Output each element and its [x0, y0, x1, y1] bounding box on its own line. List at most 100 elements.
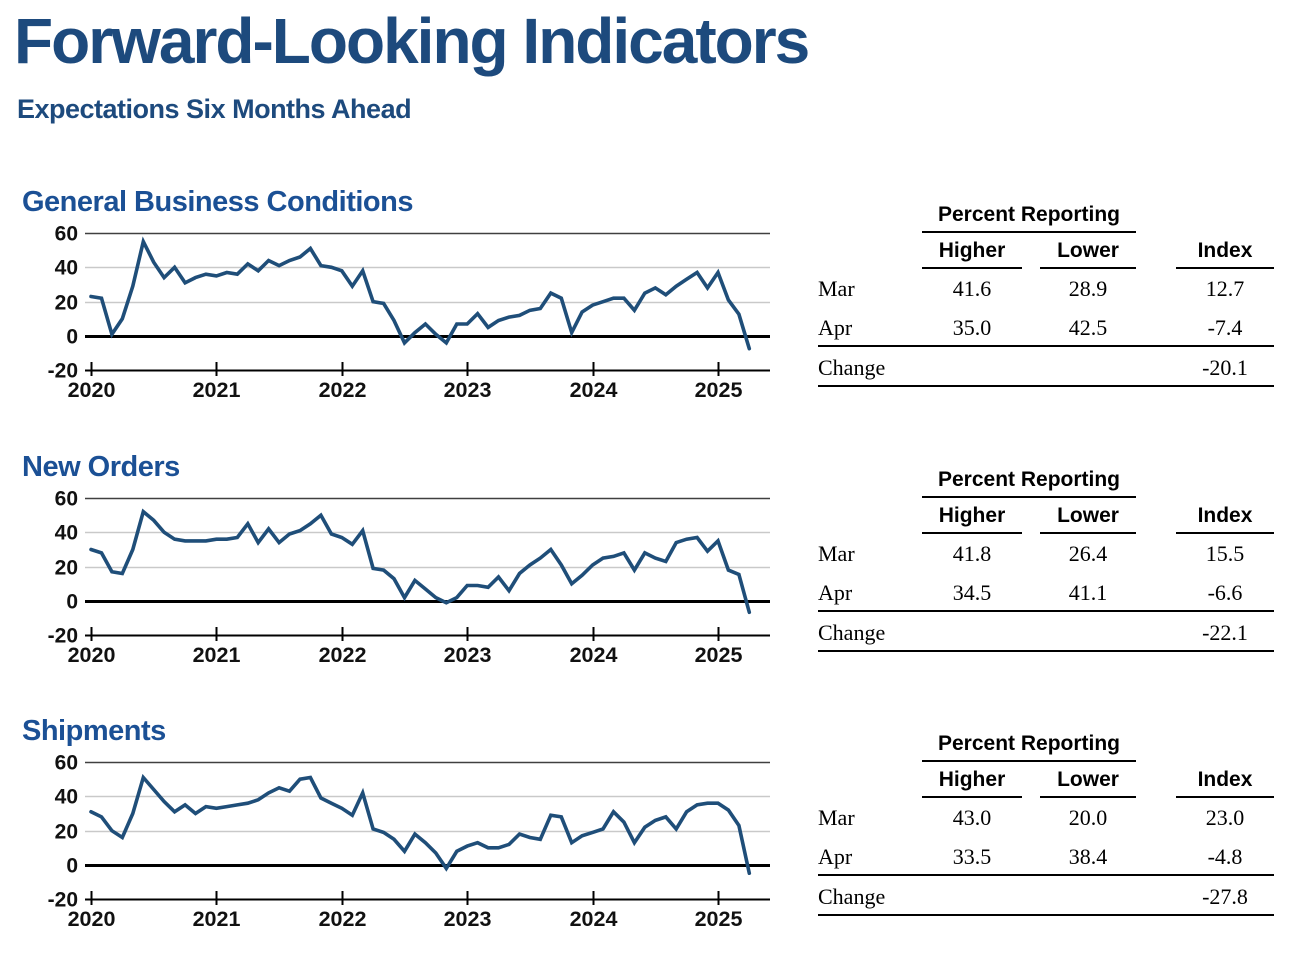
- table-row-mar: Mar 43.0 20.0 23.0: [818, 798, 1274, 835]
- y-axis-tick-label: 40: [55, 522, 78, 545]
- row-label: Apr: [818, 844, 853, 869]
- y-axis-tick-label: 20: [55, 292, 78, 315]
- table-row-apr: Apr 34.5 41.1 -6.6: [818, 571, 1274, 612]
- row-label: Apr: [818, 580, 853, 605]
- row-label: Mar: [818, 805, 855, 830]
- x-axis-tick-label: 2021: [193, 643, 241, 667]
- table-cell-index: -4.8: [1207, 844, 1243, 869]
- y-axis-tick-label: 0: [66, 591, 78, 614]
- x-axis-tick-label: 2022: [319, 378, 367, 402]
- section-new-orders: New Orders 60 40 20 0 -20 2020 2021 2022 2023 202…: [0, 449, 1316, 715]
- section-heading: General Business Conditions: [22, 186, 413, 218]
- row-label: Change: [818, 884, 886, 909]
- column-header-index: Index: [1176, 768, 1274, 798]
- shipments-table: Percent Reporting Higher Lower Index Mar…: [818, 729, 1274, 916]
- x-axis-tick-label: 2022: [319, 643, 367, 667]
- table-row-mar: Mar 41.6 28.9 12.7: [818, 269, 1274, 306]
- column-header-index: Index: [1176, 239, 1274, 269]
- percent-reporting-header: Percent Reporting: [922, 732, 1136, 762]
- page-title: Forward-Looking Indicators: [14, 5, 810, 77]
- column-header-higher: Higher: [922, 239, 1022, 269]
- table-cell-index: -22.1: [1202, 620, 1248, 645]
- table-cell-lower: 20.0: [1068, 805, 1108, 830]
- column-header-lower: Lower: [1040, 504, 1136, 534]
- row-label: Mar: [818, 276, 855, 301]
- row-label: Mar: [818, 541, 855, 566]
- data-series-line: [89, 508, 752, 615]
- table-row-change: Change -20.1: [818, 347, 1274, 387]
- column-header-lower: Lower: [1040, 239, 1136, 269]
- x-axis-tick-label: 2024: [570, 643, 618, 667]
- x-axis-tick-label: 2025: [695, 643, 743, 667]
- x-axis-tick-label: 2021: [193, 907, 241, 931]
- table-cell-higher: [922, 910, 1022, 914]
- x-axis-tick-label: 2025: [695, 907, 743, 931]
- x-axis-tick-label: 2021: [193, 378, 241, 402]
- y-axis-tick-label: -20: [48, 360, 78, 383]
- column-header-lower: Lower: [1040, 768, 1136, 798]
- table-cell-index: -6.6: [1207, 580, 1243, 605]
- column-header-index: Index: [1176, 504, 1274, 534]
- x-axis-tick-label: 2020: [68, 643, 116, 667]
- row-label: Change: [818, 620, 886, 645]
- table-cell-lower: 41.1: [1068, 580, 1108, 605]
- table-cell-lower: 28.9: [1068, 276, 1108, 301]
- x-axis-tick-label: 2024: [570, 907, 618, 931]
- y-axis-tick-label: 0: [66, 855, 78, 878]
- table-cell-index: -7.4: [1207, 315, 1243, 340]
- table-cell-higher: 33.5: [952, 844, 992, 869]
- y-axis-tick-label: -20: [48, 889, 78, 912]
- y-axis-tick-label: 0: [66, 326, 78, 349]
- x-axis-tick-label: 2020: [68, 907, 116, 931]
- x-axis-tick-label: 2025: [695, 378, 743, 402]
- percent-reporting-header: Percent Reporting: [922, 203, 1136, 233]
- page-subtitle: Expectations Six Months Ahead: [17, 94, 412, 124]
- y-axis-tick-label: 40: [55, 786, 78, 809]
- table-cell-higher: [922, 381, 1022, 385]
- table-cell-lower: [1040, 381, 1136, 385]
- column-header-higher: Higher: [922, 504, 1022, 534]
- table-cell-higher: 43.0: [952, 805, 992, 830]
- percent-reporting-header: Percent Reporting: [922, 468, 1136, 498]
- y-axis-tick-label: 60: [55, 223, 78, 246]
- table-row-change: Change -22.1: [818, 612, 1274, 652]
- x-axis-tick-label: 2023: [444, 643, 492, 667]
- x-axis-tick-label: 2024: [570, 378, 618, 402]
- table-cell-higher: 34.5: [952, 580, 992, 605]
- x-axis-tick-label: 2022: [319, 907, 367, 931]
- section-general-business-conditions: General Business Conditions 60 40 20 0 -20 20…: [0, 184, 1316, 450]
- data-series-line: [89, 773, 752, 875]
- table-cell-index: 23.0: [1205, 805, 1245, 830]
- table-row-change: Change -27.8: [818, 876, 1274, 916]
- row-label: Change: [818, 355, 886, 380]
- section-heading: Shipments: [22, 715, 166, 747]
- table-cell-higher: [922, 646, 1022, 650]
- table-cell-index: 12.7: [1205, 276, 1245, 301]
- data-series-line: [89, 236, 752, 351]
- section-shipments: Shipments 60 40 20 0 -20 2020 2021 2022 2023 2024…: [0, 713, 1316, 979]
- table-cell-higher: 41.8: [952, 541, 992, 566]
- general-business-conditions-table: Percent Reporting Higher Lower Index Mar…: [818, 200, 1274, 387]
- x-axis-tick-label: 2020: [68, 378, 116, 402]
- table-cell-lower: 38.4: [1068, 844, 1108, 869]
- table-row-mar: Mar 41.8 26.4 15.5: [818, 534, 1274, 571]
- table-cell-lower: 26.4: [1068, 541, 1108, 566]
- table-cell-index: -20.1: [1202, 355, 1248, 380]
- x-axis-tick-label: 2023: [444, 907, 492, 931]
- y-axis-tick-label: 20: [55, 557, 78, 580]
- table-cell-index: -27.8: [1202, 884, 1248, 909]
- table-row-apr: Apr 35.0 42.5 -7.4: [818, 306, 1274, 347]
- y-axis-tick-label: 60: [55, 752, 78, 775]
- table-cell-lower: [1040, 646, 1136, 650]
- table-cell-lower: 42.5: [1068, 315, 1108, 340]
- table-cell-lower: [1040, 910, 1136, 914]
- table-row-apr: Apr 33.5 38.4 -4.8: [818, 835, 1274, 876]
- section-heading: New Orders: [22, 451, 180, 483]
- y-axis-tick-label: 20: [55, 821, 78, 844]
- column-header-higher: Higher: [922, 768, 1022, 798]
- y-axis-tick-label: 40: [55, 257, 78, 280]
